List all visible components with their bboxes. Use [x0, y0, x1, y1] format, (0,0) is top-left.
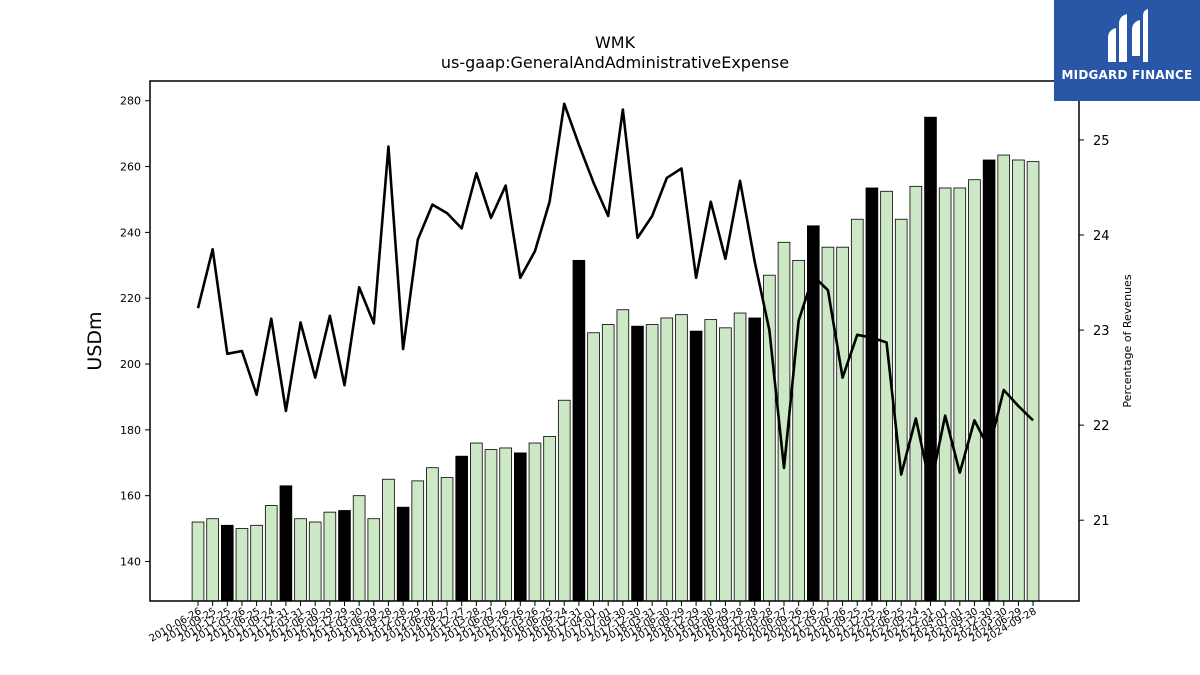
ratio-line [196, 102, 1034, 489]
bar [953, 187, 967, 602]
bar [587, 332, 600, 602]
bar [909, 185, 923, 602]
bar [719, 327, 732, 602]
bar [470, 442, 483, 602]
bar [675, 314, 688, 602]
bar [250, 524, 263, 602]
bar [206, 518, 219, 602]
bar [660, 317, 674, 602]
bar [821, 246, 835, 602]
brand-name: MIDGARD FINANCE [1061, 68, 1193, 82]
bar [645, 324, 659, 602]
y-tick-label: 180 [120, 424, 141, 437]
bar [894, 218, 908, 602]
bar [733, 312, 747, 602]
bar [382, 478, 395, 602]
y-tick-label: 260 [120, 161, 141, 174]
bar [689, 330, 703, 602]
y-right-tick-label: 23 [1093, 324, 1110, 339]
bar-series [191, 116, 1040, 602]
bar [352, 495, 366, 602]
bar [865, 187, 879, 602]
bar [191, 521, 205, 602]
y-tick-label: 220 [120, 292, 141, 305]
y-axis-label-right: Percentage of Revenues [1121, 274, 1134, 407]
bar [704, 319, 718, 602]
bar [294, 518, 307, 602]
bar [411, 480, 425, 602]
bar [982, 159, 996, 602]
bar [484, 449, 498, 602]
y-tick-label: 240 [120, 226, 141, 239]
bar [1026, 161, 1040, 602]
y-tick-label: 160 [120, 490, 141, 503]
bar [557, 399, 571, 602]
bar [997, 154, 1011, 602]
y-right-tick-label: 22 [1093, 419, 1110, 434]
y-axis-label: USDm [84, 311, 106, 370]
bar [543, 436, 556, 602]
bar [367, 518, 381, 602]
bar [968, 179, 981, 602]
bar [572, 259, 586, 602]
bar [455, 455, 468, 602]
bar [308, 521, 322, 602]
bar [616, 309, 630, 602]
y-axis-right: 21 22 23 24 25 [1079, 134, 1110, 529]
bar [938, 187, 952, 602]
chart-title: WMK [595, 33, 636, 52]
bar [601, 324, 615, 602]
plot-frame [149, 80, 1080, 602]
y-right-tick-label: 25 [1093, 134, 1110, 149]
bar [440, 477, 454, 602]
y-right-tick-label: 21 [1093, 514, 1110, 529]
bar [426, 467, 439, 602]
brand-watermark: MIDGARD FINANCE [1054, 0, 1200, 101]
bar [631, 325, 644, 602]
y-axis-left: 140 160 180 200 220 240 260 280 [120, 95, 150, 569]
x-axis: 2010-06-262010-09-252010-12-252011-03-26… [148, 601, 1039, 645]
bar [220, 524, 234, 602]
bar [396, 506, 410, 602]
bar [338, 510, 351, 602]
line-series [196, 102, 1034, 489]
bar [850, 218, 864, 602]
y-right-tick-label: 24 [1093, 229, 1110, 244]
bar [748, 317, 761, 602]
bar [514, 452, 527, 602]
midgard-logo-icon [1108, 9, 1148, 62]
bar [924, 116, 937, 602]
bar [235, 528, 249, 602]
bar [880, 190, 893, 602]
bar [264, 505, 278, 602]
y-tick-label: 140 [120, 556, 141, 569]
bar [1012, 159, 1025, 602]
y-tick-label: 280 [120, 95, 141, 108]
bar [836, 246, 849, 602]
chart-subtitle: us-gaap:GeneralAndAdministrativeExpense [441, 53, 789, 72]
bar [323, 511, 337, 602]
y-tick-label: 200 [120, 358, 141, 371]
bar [279, 485, 293, 602]
bar [528, 442, 542, 602]
bar [499, 447, 512, 602]
bar [807, 225, 820, 602]
